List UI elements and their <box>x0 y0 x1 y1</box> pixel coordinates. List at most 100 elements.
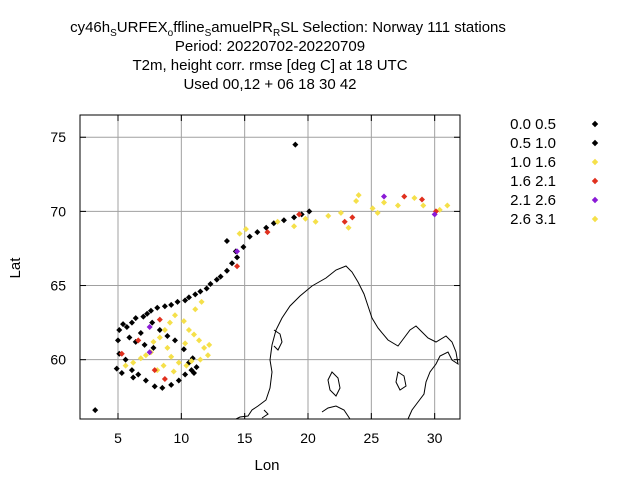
data-point <box>180 318 187 325</box>
data-point <box>188 358 195 365</box>
y-tick-label: 75 <box>50 129 66 145</box>
data-point <box>161 375 168 382</box>
data-point <box>223 238 230 245</box>
data-point <box>140 313 147 320</box>
data-point <box>217 273 224 280</box>
data-point <box>207 281 214 288</box>
data-point <box>132 315 139 322</box>
x-tick-label: 15 <box>237 430 253 446</box>
data-point <box>192 291 199 298</box>
legend-label: 2.6 3.1 <box>510 211 556 228</box>
data-point <box>182 371 189 378</box>
data-point <box>431 211 438 218</box>
legend-label: 1.6 2.1 <box>510 173 556 190</box>
legend-label: 1.0 1.6 <box>510 154 556 171</box>
data-point <box>201 344 208 351</box>
data-point <box>166 319 173 326</box>
grid-lines <box>80 115 460 419</box>
data-point <box>172 337 178 344</box>
data-point <box>113 365 120 372</box>
data-point <box>197 288 204 295</box>
data-point <box>130 374 137 381</box>
data-point <box>116 327 123 334</box>
data-point <box>223 267 230 274</box>
data-point <box>325 212 332 219</box>
data-point <box>193 364 200 371</box>
data-point <box>198 298 205 305</box>
data-point <box>180 346 187 353</box>
data-point <box>234 263 241 270</box>
legend-label: 0.0 0.5 <box>510 116 556 133</box>
chart-title-line-2: Period: 20220702-20220709 <box>175 38 365 55</box>
data-point <box>172 312 178 319</box>
legend-label: 0.5 1.0 <box>510 135 556 152</box>
data-point <box>292 141 299 148</box>
data-point <box>337 209 344 216</box>
data-point <box>345 224 352 231</box>
data-point <box>355 192 362 199</box>
data-point <box>353 198 360 205</box>
data-point <box>160 362 167 369</box>
legend-marker <box>591 139 599 147</box>
data-point <box>185 327 192 334</box>
y-tick-label: 70 <box>50 203 66 219</box>
data-point <box>118 350 125 357</box>
data-point <box>142 352 149 359</box>
data-point <box>161 327 168 334</box>
chart-title-line-3: T2m, height corr. rmse [deg C] at 18 UTC <box>132 57 407 74</box>
x-tick-label: 25 <box>364 430 380 446</box>
data-point <box>192 306 199 313</box>
legend: 0.0 0.5 0.5 1.0 1.0 1.6 1.6 2.1 2.1 2.6 2.6 3… <box>510 116 599 228</box>
data-point <box>242 226 249 233</box>
data-point <box>135 371 142 378</box>
data-point <box>174 298 181 305</box>
x-tick-label: 20 <box>300 430 316 446</box>
data-point <box>120 321 127 328</box>
data-point <box>401 193 408 200</box>
data-point <box>92 407 99 414</box>
data-point <box>394 202 401 209</box>
data-point <box>168 301 175 308</box>
data-point <box>254 229 261 236</box>
data-point <box>175 377 182 384</box>
x-tick-label: 30 <box>427 430 443 446</box>
data-point <box>126 334 133 341</box>
chart-title-line-4: Used 00,12 + 06 18 30 42 <box>183 76 356 93</box>
data-point <box>168 353 175 360</box>
data-point <box>280 217 287 224</box>
data-point <box>206 341 213 348</box>
data-point <box>128 367 135 374</box>
data-point <box>204 352 211 359</box>
data-point <box>411 195 418 202</box>
data-point <box>151 367 158 374</box>
x-tick-label: 5 <box>114 430 122 446</box>
data-point <box>156 316 163 323</box>
data-point <box>154 304 161 311</box>
data-point <box>115 337 121 344</box>
data-point <box>156 334 163 341</box>
data-point <box>156 327 163 334</box>
data-point <box>312 218 319 225</box>
data-point <box>306 208 313 215</box>
data-point <box>185 294 192 301</box>
data-point <box>135 337 142 344</box>
data-point <box>381 193 387 200</box>
data-point <box>151 383 158 390</box>
legend-marker <box>591 215 599 223</box>
data-point <box>128 319 135 326</box>
data-point <box>141 341 148 348</box>
data-point <box>203 285 210 292</box>
data-point <box>182 340 189 347</box>
chart-title-line-1: cy46hSURFEXofflineSamuelPRRSL Selection:… <box>70 19 506 39</box>
data-point <box>444 202 451 209</box>
data-point <box>159 384 166 391</box>
data-point <box>291 223 298 230</box>
data-point <box>274 218 281 225</box>
data-point <box>381 199 387 206</box>
data-point <box>196 337 203 344</box>
data-point <box>122 362 129 369</box>
y-axis-label: Lat <box>7 257 24 279</box>
data-point <box>144 310 151 317</box>
legend-marker <box>591 177 599 185</box>
